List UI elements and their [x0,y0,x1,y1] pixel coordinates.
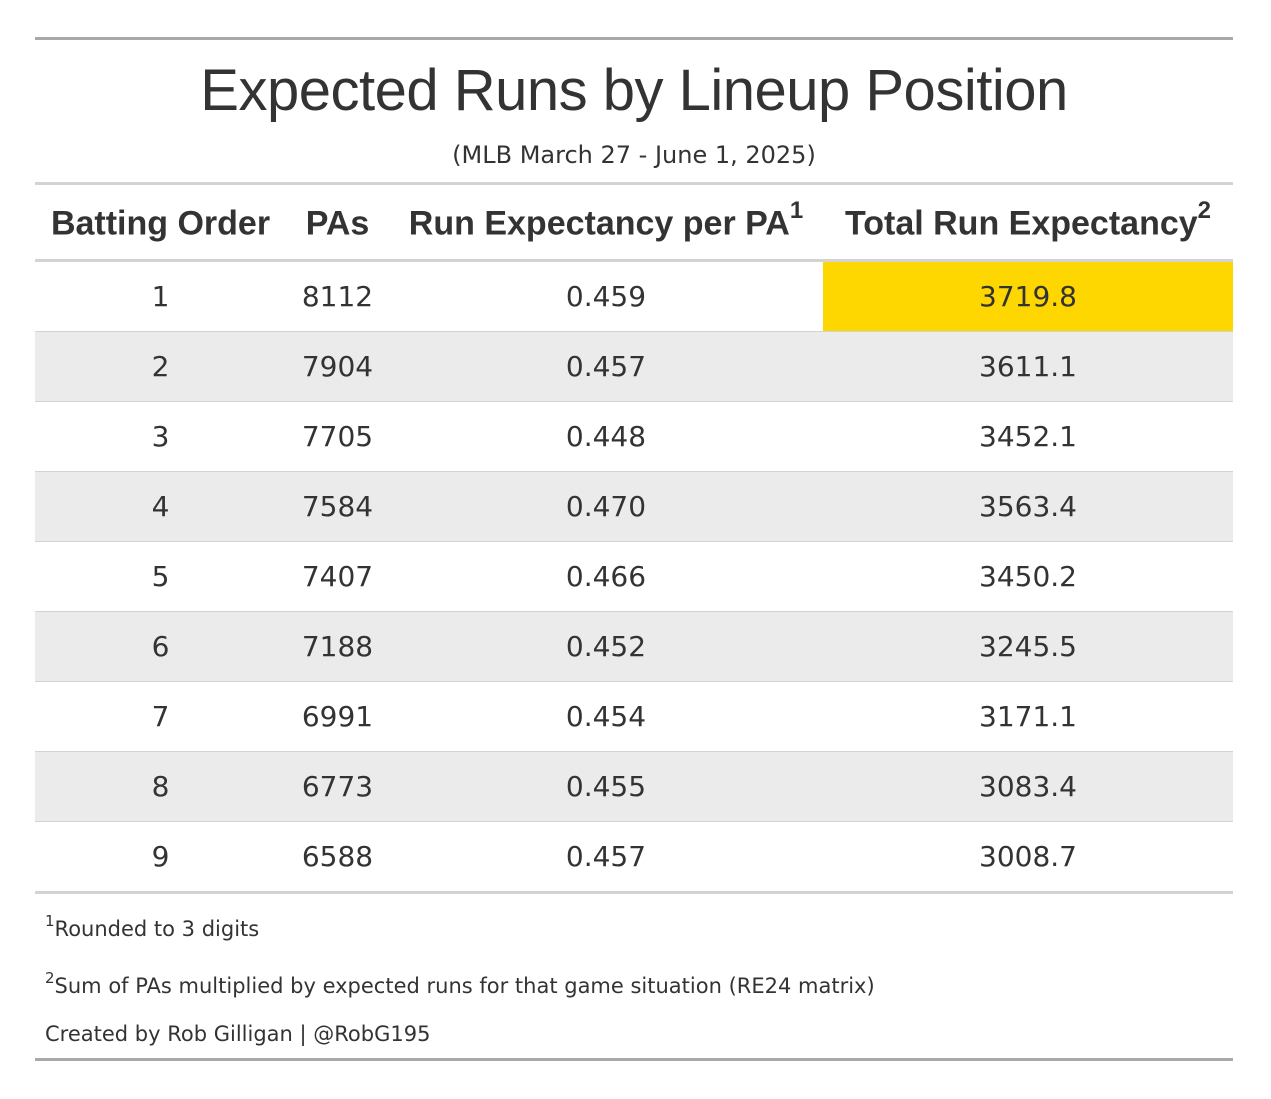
bottom-border [35,1058,1233,1061]
cell-run-expectancy-per-pa: 0.454 [389,681,823,752]
cell-run-expectancy-per-pa: 0.470 [389,471,823,542]
cell-run-expectancy-per-pa: 0.452 [389,611,823,682]
cell-total-run-expectancy: 3719.8 [823,260,1233,332]
table-row: 6 7188 0.452 3245.5 [35,611,1233,682]
cell-batting-order: 4 [35,471,286,542]
cell-pas: 6773 [286,751,389,822]
footnote-1: 1Rounded to 3 digits [45,912,260,941]
cell-total-run-expectancy: 3245.5 [823,611,1233,682]
cell-run-expectancy-per-pa: 0.457 [389,821,823,894]
cell-batting-order: 6 [35,611,286,682]
table-row: 8 6773 0.455 3083.4 [35,751,1233,822]
cell-pas: 7705 [286,401,389,472]
table-row: 2 7904 0.457 3611.1 [35,331,1233,402]
cell-total-run-expectancy: 3083.4 [823,751,1233,822]
cell-run-expectancy-per-pa: 0.448 [389,401,823,472]
source-note: Created by Rob Gilligan | @RobG195 [45,1022,431,1046]
table-row: 7 6991 0.454 3171.1 [35,681,1233,752]
cell-total-run-expectancy: 3450.2 [823,541,1233,612]
cell-pas: 6588 [286,821,389,894]
cell-pas: 6991 [286,681,389,752]
data-table: Batting Order PAs Run Expectancy per PA1… [35,185,1233,894]
cell-total-run-expectancy: 3008.7 [823,821,1233,894]
footnotes: 1Rounded to 3 digits 2Sum of PAs multipl… [35,910,1233,1047]
cell-batting-order: 5 [35,541,286,612]
cell-pas: 7904 [286,331,389,402]
table-row: 5 7407 0.466 3450.2 [35,541,1233,612]
cell-total-run-expectancy: 3611.1 [823,331,1233,402]
cell-run-expectancy-per-pa: 0.459 [389,260,823,332]
cell-batting-order: 2 [35,331,286,402]
cell-run-expectancy-per-pa: 0.457 [389,331,823,402]
cell-pas: 7188 [286,611,389,682]
cell-pas: 7407 [286,541,389,612]
cell-pas: 8112 [286,260,389,332]
table-row: 4 7584 0.470 3563.4 [35,471,1233,542]
footnote-2: 2Sum of PAs multiplied by expected runs … [45,969,875,998]
table-body: 1 8112 0.459 3719.8 2 7904 0.457 3611.1 3 7705 0.4… [35,260,1233,894]
column-header-batting-order: Batting Order [35,185,286,262]
header-border [35,182,1233,185]
cell-batting-order: 1 [35,260,286,332]
cell-run-expectancy-per-pa: 0.466 [389,541,823,612]
cell-total-run-expectancy: 3452.1 [823,401,1233,472]
cell-pas: 7584 [286,471,389,542]
cell-total-run-expectancy: 3563.4 [823,471,1233,542]
cell-batting-order: 9 [35,821,286,894]
top-border [35,37,1233,40]
cell-batting-order: 3 [35,401,286,472]
column-header-pas: PAs [286,185,389,262]
column-header-row: Batting Order PAs Run Expectancy per PA1… [35,185,1233,262]
table-subtitle: (MLB March 27 - June 1, 2025) [452,141,816,169]
cell-batting-order: 7 [35,681,286,752]
column-header-run-expectancy-per-pa: Run Expectancy per PA1 [389,185,823,262]
cell-total-run-expectancy: 3171.1 [823,681,1233,752]
cell-batting-order: 8 [35,751,286,822]
table-row: 1 8112 0.459 3719.8 [35,260,1233,332]
table-title: Expected Runs by Lineup Position [200,58,1068,123]
table-row: 3 7705 0.448 3452.1 [35,401,1233,472]
column-header-total-run-expectancy: Total Run Expectancy2 [823,185,1233,262]
table-row: 9 6588 0.457 3008.7 [35,821,1233,894]
gt-table: Expected Runs by Lineup Position (MLB Ma… [35,37,1233,1061]
cell-run-expectancy-per-pa: 0.455 [389,751,823,822]
